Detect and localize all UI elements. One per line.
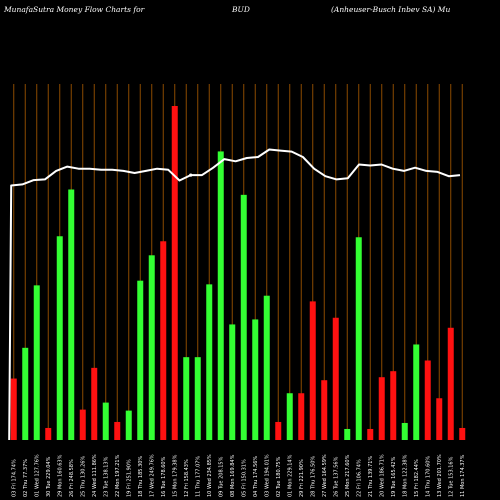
money-flow-bar [91, 367, 98, 440]
money-flow-bar [79, 409, 86, 440]
x-tick-label: 11 Mon 174.37% [460, 454, 466, 497]
money-flow-bars [10, 106, 466, 440]
x-tick-label: 28 Thu 176.50% [310, 456, 316, 497]
price-line-marker [189, 173, 193, 177]
x-tick-label: 18 Thu 185.30% [138, 456, 144, 497]
money-flow-bar [344, 428, 351, 440]
x-tick-label: 22 Fri 106.74% [356, 459, 362, 497]
x-tick-label: 05 Fri 150.31% [241, 459, 247, 497]
x-tick-label: 19 Tue 165.42% [391, 456, 397, 497]
money-flow-bar [68, 189, 75, 440]
x-tick-label: 03 Wed 194.01% [264, 454, 270, 497]
money-flow-bar [45, 427, 52, 440]
money-flow-bar [229, 324, 236, 440]
x-tick-label: 11 Thu 177.07% [195, 456, 201, 497]
x-tick-label: 15 Mon 179.38% [172, 454, 178, 497]
x-tick-label: 02 Thu 77.37% [23, 459, 29, 497]
header-title-left: MunafaSutra Money Flow Charts for [4, 5, 145, 14]
header-company: (Anheuser-Busch Inbev SA) Mu [331, 5, 451, 14]
x-tick-label: 18 Mon 122.38% [402, 454, 408, 497]
money-flow-bar [206, 284, 213, 440]
money-flow-bar [114, 421, 121, 440]
x-tick-label: 15 Fri 182.44% [414, 459, 420, 497]
x-tick-label: 29 Fri 221.90% [299, 459, 305, 497]
money-flow-bar [332, 317, 339, 440]
price-line [8, 148, 461, 441]
x-tick-label: 14 Thu 170.60% [425, 456, 431, 497]
money-flow-bar [309, 301, 316, 440]
x-tick-label: 02 Tue 180.75% [276, 456, 282, 497]
money-flow-bar [160, 241, 167, 440]
money-flow-bar [401, 422, 408, 440]
x-tick-label: 08 Mon 169.84% [230, 454, 236, 497]
money-flow-bar [183, 357, 190, 440]
x-tick-label: 22 Mon 197.21% [115, 454, 121, 497]
money-flow-bar [102, 402, 109, 440]
x-tick-label: 29 Mon 160.63% [57, 454, 63, 497]
price-line-layer [8, 148, 461, 441]
x-tick-label: 17 Wed 249.76% [149, 454, 155, 497]
money-flow-bar [240, 194, 247, 440]
money-flow-bar [286, 393, 293, 440]
x-tick-label: 13 Wed 201.70% [437, 454, 443, 497]
x-tick-label: 25 Mon 217.60% [345, 454, 351, 497]
header-symbol: BUD [232, 5, 250, 14]
money-flow-bar [413, 344, 420, 440]
x-tick-label: 20 Wed 186.71% [379, 454, 385, 497]
money-flow-bar [10, 378, 17, 440]
x-tick-label: 27 Wed 164.59% [322, 454, 328, 497]
x-axis-labels: 03 Fri 174.74% 02 Thu 77.37% 01 Wed 127.76… [11, 454, 466, 497]
x-tick-label: 09 Tue 208.15% [218, 456, 224, 497]
x-tick-label: 16 Tue 178.60% [161, 456, 167, 497]
money-flow-bar [298, 393, 305, 440]
money-flow-bar [125, 410, 132, 440]
money-flow-bar [275, 421, 282, 440]
x-tick-label: 10 Wed 234.85% [207, 454, 213, 497]
money-flow-bar [56, 236, 63, 440]
x-tick-label: 03 Fri 174.74% [11, 459, 17, 497]
money-flow-bar [22, 347, 29, 440]
chart-header: MunafaSutra Money Flow Charts for BUD (A… [0, 5, 500, 19]
x-tick-label: 12 Fri 158.43% [184, 459, 190, 497]
money-flow-bar [217, 151, 224, 440]
x-tick-label: 23 Tue 138.13% [103, 456, 109, 497]
x-tick-label: 26 Tue 137.56% [333, 456, 339, 497]
money-flow-bar [194, 357, 201, 440]
money-flow-bar [263, 295, 270, 440]
x-tick-label: 04 Thu 174.56% [253, 456, 259, 497]
x-tick-label: 25 Thu 130.26% [80, 456, 86, 497]
x-tick-label: 12 Tue 153.16% [448, 456, 454, 497]
x-tick-label: 19 Fri 251.90% [126, 459, 132, 497]
money-flow-bar [252, 319, 259, 440]
x-tick-label: 30 Tue 229.04% [46, 456, 52, 497]
money-flow-bar [447, 327, 454, 440]
money-flow-bar [355, 237, 362, 440]
money-flow-bar [459, 427, 466, 440]
x-tick-label: 21 Thu 139.71% [368, 456, 374, 497]
money-flow-bar [367, 428, 374, 440]
money-flow-bar [137, 280, 144, 440]
x-tick-label: 26 Fri 248.58% [69, 459, 75, 497]
x-tick-label: 01 Wed 127.76% [34, 454, 40, 497]
money-flow-bar [148, 255, 155, 440]
money-flow-bar [436, 398, 443, 440]
money-flow-bar [378, 377, 385, 440]
money-flow-bar [390, 371, 397, 440]
money-flow-bar [171, 106, 178, 440]
x-tick-label: 24 Wed 111.86% [92, 454, 98, 497]
money-flow-bar [321, 380, 328, 440]
x-tick-label: 01 Mon 229.14% [287, 454, 293, 497]
money-flow-bar [33, 285, 40, 440]
money-flow-bar [424, 360, 431, 440]
